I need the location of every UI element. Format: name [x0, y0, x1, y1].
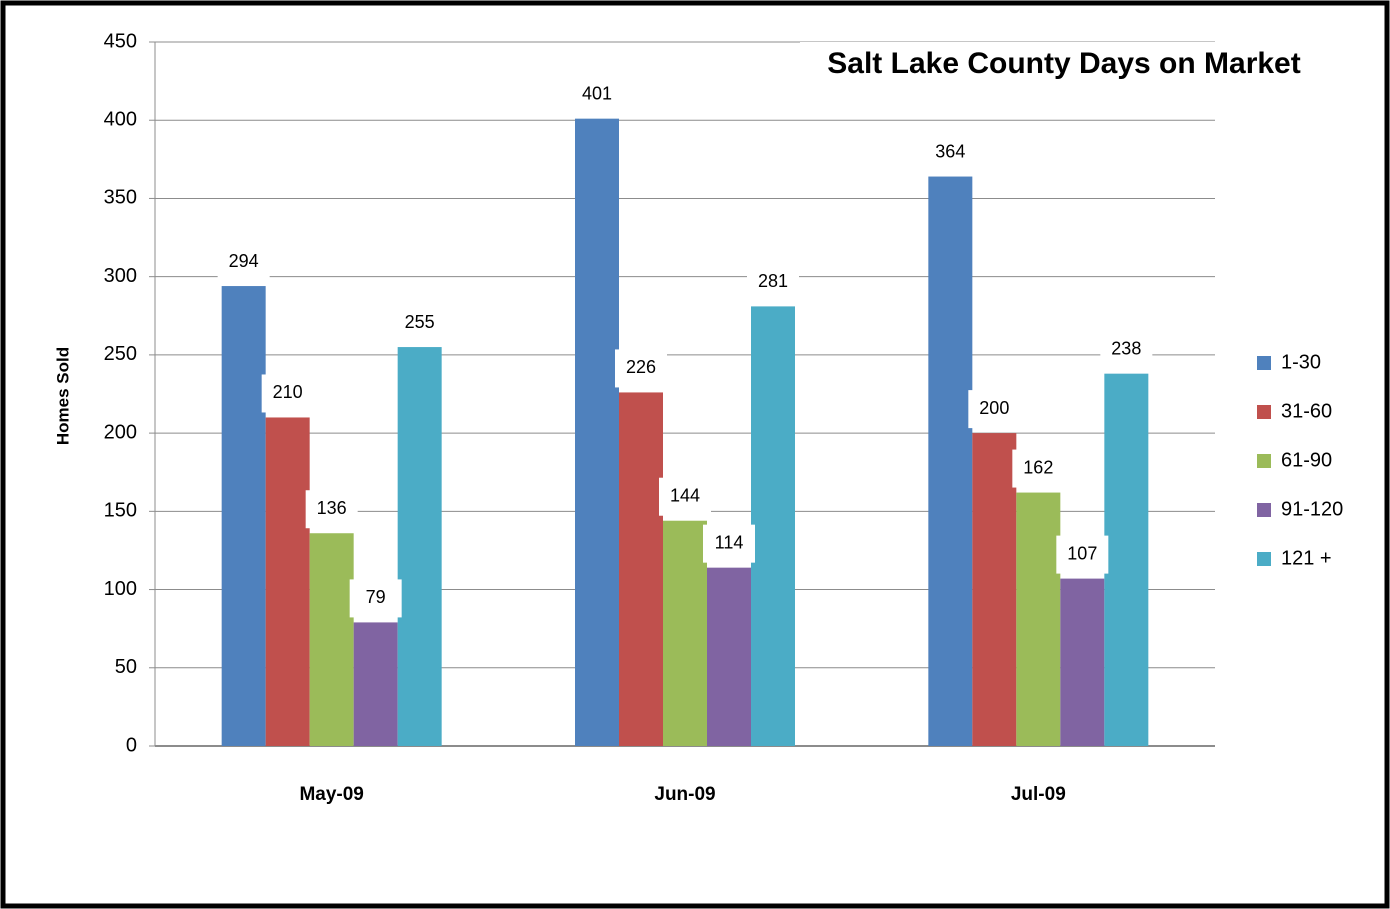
value-label-background [1100, 330, 1153, 369]
y-tick-label: 0 [126, 734, 137, 756]
value-label-background [924, 133, 977, 172]
value-label-background [393, 304, 446, 343]
value-label-background [217, 243, 270, 282]
value-label-background [968, 390, 1021, 429]
value-label-background [261, 374, 314, 413]
x-tick-label: Jul-09 [1011, 784, 1066, 805]
x-tick-label: Jun-09 [654, 784, 715, 805]
legend-swatch [1257, 405, 1271, 419]
y-tick-label: 50 [115, 656, 137, 678]
value-label: 136 [317, 498, 347, 518]
legend-label: 91-120 [1281, 498, 1343, 520]
bar [397, 347, 442, 746]
value-label: 200 [979, 398, 1009, 418]
bar [972, 433, 1017, 746]
legend-swatch [1257, 503, 1271, 517]
legend-label: 121 + [1281, 547, 1332, 569]
value-label: 364 [935, 141, 965, 161]
value-label-background [615, 349, 667, 388]
x-tick-label: May-09 [299, 784, 363, 805]
value-label: 294 [229, 251, 259, 271]
y-tick-label: 450 [104, 30, 137, 52]
bar [928, 176, 973, 746]
bar [751, 306, 795, 746]
legend-label: 1-30 [1281, 351, 1321, 373]
value-label-background [349, 579, 402, 618]
value-label: 226 [626, 357, 656, 377]
value-label: 238 [1111, 338, 1141, 358]
value-label: 210 [273, 382, 303, 402]
bar [1060, 578, 1105, 746]
value-label-background [747, 263, 799, 302]
value-label: 144 [670, 485, 700, 505]
value-label: 281 [758, 271, 788, 291]
value-label-background [571, 75, 623, 114]
value-label-background [305, 490, 358, 529]
bar [663, 520, 707, 746]
value-label-background [659, 477, 711, 516]
bar [265, 417, 310, 746]
bar [1016, 492, 1061, 746]
y-tick-label: 150 [104, 500, 137, 522]
bar [353, 622, 398, 746]
y-tick-label: 200 [104, 421, 137, 443]
bar [707, 567, 751, 746]
value-label: 255 [405, 312, 435, 332]
value-label: 114 [715, 532, 744, 552]
legend-swatch [1257, 356, 1271, 370]
y-tick-label: 400 [104, 109, 137, 131]
y-axis-label: Homes Sold [53, 347, 72, 445]
value-label: 79 [366, 587, 386, 607]
y-tick-label: 250 [104, 343, 137, 365]
value-label-background [1056, 535, 1109, 574]
title-background [800, 42, 1330, 88]
value-label: 162 [1023, 457, 1053, 477]
legend-label: 61-90 [1281, 449, 1332, 471]
y-tick-label: 100 [104, 578, 137, 600]
chart-title: Salt Lake County Days on Market [827, 47, 1300, 80]
plot-area: 0 50 100 150 200 250 300 350 400 450 May-09 Jun-09 J… [104, 30, 1215, 805]
y-tick-label: 350 [104, 187, 137, 209]
bar [575, 118, 619, 746]
bar [619, 392, 663, 746]
bar [1104, 373, 1149, 746]
bar [221, 286, 266, 746]
legend-swatch [1257, 552, 1271, 566]
value-label-background [1012, 449, 1065, 488]
value-label: 401 [582, 83, 612, 103]
value-label-background [703, 524, 755, 563]
y-tick-label: 300 [104, 265, 137, 287]
bar [309, 533, 354, 746]
legend-label: 31-60 [1281, 400, 1332, 422]
legend-swatch [1257, 454, 1271, 468]
value-label: 107 [1067, 543, 1097, 563]
